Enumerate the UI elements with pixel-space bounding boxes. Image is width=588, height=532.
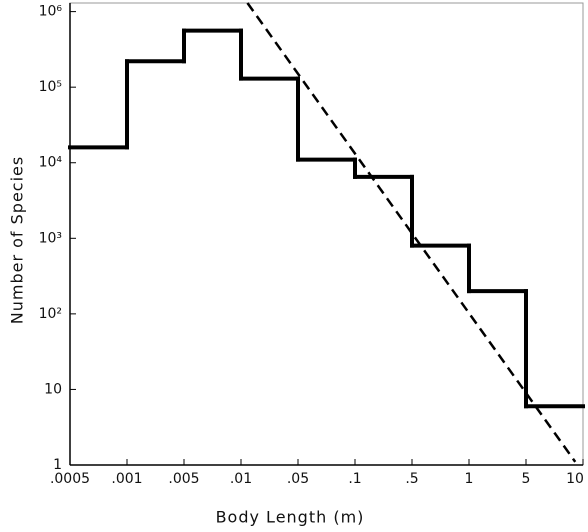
trend-line	[246, 2, 577, 463]
plot-frame	[69, 2, 584, 466]
x-tick-label: .005	[168, 471, 199, 487]
y-tick-label: 1	[53, 457, 62, 473]
x-tick-label: 10	[566, 471, 584, 487]
x-tick-label: .1	[348, 471, 361, 487]
y-tick-label: 10⁶	[39, 4, 63, 20]
y-tick-label: 10⁵	[39, 79, 62, 95]
y-tick-label: 10	[44, 381, 62, 397]
x-tick-label: 5	[522, 471, 531, 487]
x-axis-title: Body Length (m)	[216, 508, 365, 527]
x-tick-label: .001	[111, 471, 142, 487]
y-tick-label: 10²	[39, 306, 62, 322]
x-tick-label: 1	[465, 471, 474, 487]
x-tick-label: .5	[405, 471, 418, 487]
x-tick-label: .05	[287, 471, 309, 487]
y-axis-title: Number of Species	[8, 156, 27, 324]
x-tick-label: .0005	[50, 471, 90, 487]
y-tick-label: 10³	[39, 230, 62, 246]
y-tick-label: 10⁴	[39, 155, 63, 171]
x-tick-label: .01	[230, 471, 252, 487]
